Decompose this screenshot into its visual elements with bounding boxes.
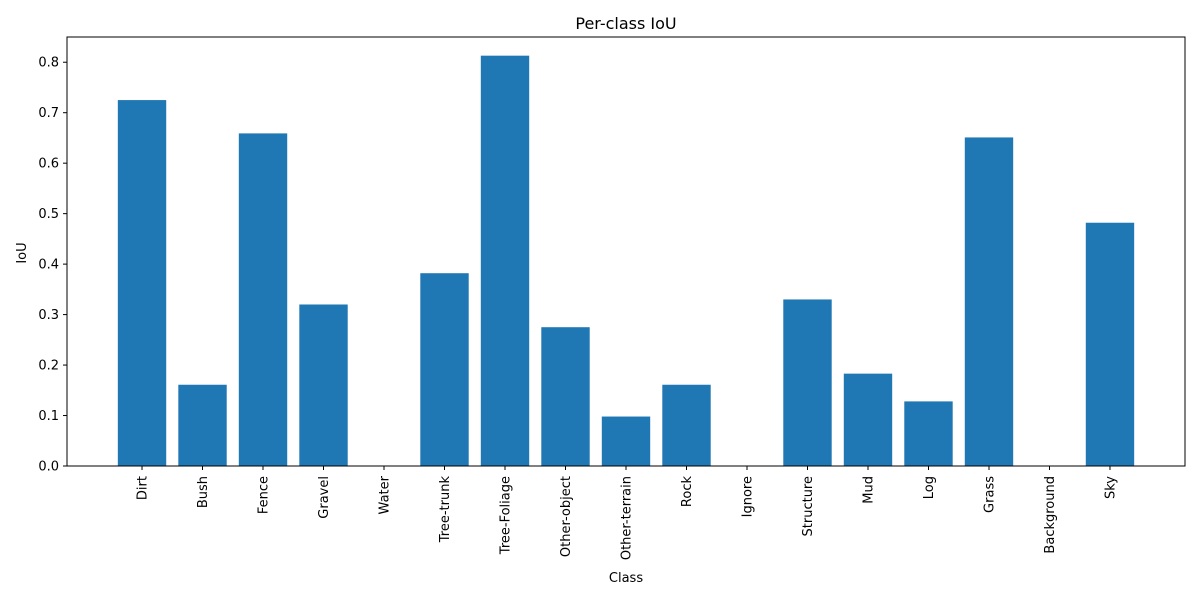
bar-dirt xyxy=(117,100,167,467)
x-tick-label-gravel: Gravel xyxy=(317,476,332,519)
x-tick-label-sky: Sky xyxy=(1103,476,1118,499)
x-tick-label-log: Log xyxy=(922,476,937,499)
y-tick-label: 0.2 xyxy=(38,359,59,374)
x-tick-label-fence: Fence xyxy=(257,476,272,514)
x-tick-label-other-object: Other-object xyxy=(559,476,574,557)
bar-other-terrain xyxy=(601,416,651,466)
x-tick-label-dirt: Dirt xyxy=(136,476,151,500)
y-tick-label: 0.1 xyxy=(38,409,59,424)
chart-title: Per-class IoU xyxy=(575,14,676,33)
bar-mud xyxy=(843,373,893,466)
bar-fence xyxy=(238,133,288,467)
x-tick-label-other-terrain: Other-terrain xyxy=(620,476,635,560)
bar-log xyxy=(904,401,953,466)
x-axis-label: Class xyxy=(609,571,643,586)
x-tick-label-mud: Mud xyxy=(861,476,876,504)
x-tick-label-ignore: Ignore xyxy=(740,476,755,517)
y-tick-label: 0.6 xyxy=(38,157,59,172)
x-tick-label-structure: Structure xyxy=(801,476,816,536)
plot-frame xyxy=(66,36,1186,467)
y-tick-label: 0.5 xyxy=(38,207,59,222)
x-tick-label-rock: Rock xyxy=(680,476,695,508)
x-tick-label-tree-trunk: Tree-trunk xyxy=(438,476,453,544)
x-tick-label-background: Background xyxy=(1043,476,1058,554)
x-tick-label-tree-foliage: Tree-Foliage xyxy=(499,476,514,555)
bar-gravel xyxy=(299,304,348,466)
y-tick-label: 0.8 xyxy=(38,56,59,71)
y-tick-label: 0.7 xyxy=(38,106,59,121)
y-tick-label: 0.4 xyxy=(38,258,59,273)
plot-area: 0.0 0.1 0.2 0.3 0.4 0.5 0.6 0.7 0.8 Dirt Bush Fence… xyxy=(38,36,1186,560)
bar-tree-trunk xyxy=(420,273,469,466)
x-tick-label-grass: Grass xyxy=(982,476,997,513)
x-tick-label-bush: Bush xyxy=(196,476,211,508)
bar-tree-foliage xyxy=(480,55,530,466)
bar-structure xyxy=(783,299,832,466)
bar-rock xyxy=(662,384,711,466)
bar-sky xyxy=(1085,222,1135,466)
y-axis-label: IoU xyxy=(15,242,30,263)
bar-grass xyxy=(964,137,1014,467)
x-tick-label-water: Water xyxy=(378,475,393,514)
bar-bush xyxy=(178,384,227,466)
y-tick-label: 0.3 xyxy=(38,308,59,323)
bar-other-object xyxy=(541,327,590,466)
y-tick-label: 0.0 xyxy=(38,460,59,475)
